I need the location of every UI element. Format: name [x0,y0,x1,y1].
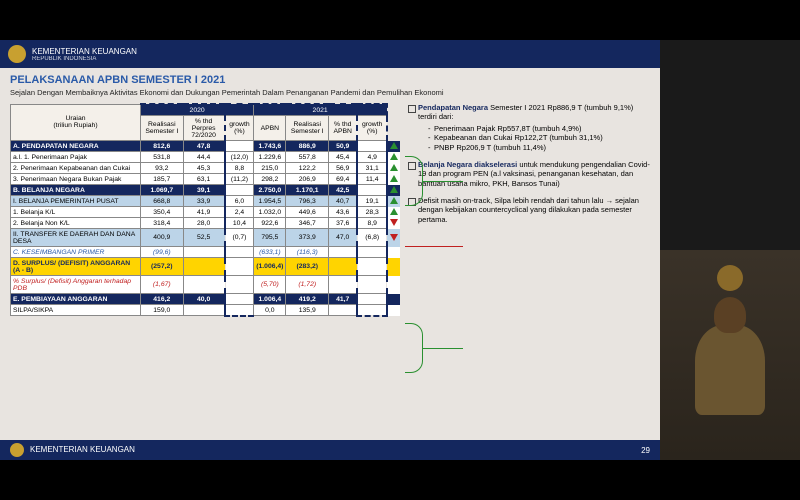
row-label: 2. Penerimaan Kepabeanan dan Cukai [11,163,141,174]
col-pct21: % thd APBN [329,116,358,141]
row-label: 1. Belanja K/L [11,207,141,218]
ministry-title: KEMENTERIAN KEUANGAN [32,47,137,56]
row-label: A. PENDAPATAN NEGARA [11,141,141,152]
trend-icon [387,152,400,163]
row-label: % Surplus/ (Defisit) Anggaran terhadap P… [11,276,141,294]
row-label: C. KESEIMBANGAN PRIMER [11,247,141,258]
notes-column: Pendapatan Negara Semester I 2021 Rp886,… [408,103,650,317]
row-label: II. TRANSFER KE DAERAH DAN DANA DESA [11,229,141,247]
col-real20: Realisasi Semester I [141,116,184,141]
table-row: 2. Penerimaan Kepabeanan dan Cukai93,245… [11,163,401,174]
table-row: D. SURPLUS/ (DEFISIT) ANGGARAN (A - B)(2… [11,258,401,276]
trend-icon [387,185,400,196]
slide: KEMENTERIAN KEUANGAN REPUBLIK INDONESIA … [0,40,660,460]
note-defisit: Defisit masih on-track, Silpa lebih rend… [408,196,650,224]
emblem-icon [717,265,743,291]
note-item: Penerimaan Pajak Rp557,8T (tumbuh 4,9%) [428,124,650,133]
col-apbn: APBN [254,116,286,141]
table-row: E. PEMBIAYAAN ANGGARAN416,240,0136,01.00… [11,294,401,305]
trend-icon [387,247,400,258]
row-label: E. PEMBIAYAAN ANGGARAN [11,294,141,305]
page-number: 29 [641,446,650,455]
slide-footer: KEMENTERIAN KEUANGAN 29 [0,440,660,460]
col-g21: growth (%) [357,116,387,141]
note-belanja: Belanja Negara diakselerasi untuk menduk… [408,160,650,188]
budget-table: Uraian (triliun Rupiah) 2020 2021 Realis… [10,103,400,317]
presenter-figure [695,325,765,415]
col-g20: growth (%) [225,116,254,141]
col-2021: 2021 [254,104,387,116]
note-item: Kepabeanan dan Cukai Rp122,2T (tumbuh 31… [428,133,650,142]
ministry-logo-icon [8,45,26,63]
table-row: I. BELANJA PEMERINTAH PUSAT668,833,96,01… [11,196,401,207]
trend-icon [387,276,400,294]
slide-title: PELAKSANAAN APBN SEMESTER I 2021 [10,74,650,86]
col-pct20: % thd Perpres 72/2020 [183,116,225,141]
col-unit: (triliun Rupiah) [53,122,97,129]
col-uraian: Uraian [65,115,85,122]
trend-icon [387,141,400,152]
row-label: 3. Penerimaan Negara Bukan Pajak [11,174,141,185]
row-label: 2. Belanja Non K/L [11,218,141,229]
row-label: a.l. 1. Penerimaan Pajak [11,152,141,163]
trend-icon [387,174,400,185]
row-label: B. BELANJA NEGARA [11,185,141,196]
trend-icon [387,207,400,218]
table-row: 1. Belanja K/L350,441,92,41.032,0449,643… [11,207,401,218]
table-row: 3. Penerimaan Negara Bukan Pajak185,763,… [11,174,401,185]
trend-icon [387,258,400,276]
row-label: D. SURPLUS/ (DEFISIT) ANGGARAN (A - B) [11,258,141,276]
presenter-panel [660,40,800,460]
table-row: SILPA/SIKPA159,00,0135,9 [11,305,401,316]
table-row: II. TRANSFER KE DAERAH DAN DANA DESA400,… [11,229,401,247]
trend-icon [387,196,400,207]
table-row: a.l. 1. Penerimaan Pajak531,844,4(12,0)1… [11,152,401,163]
footer-logo-icon [10,443,24,457]
note-item: PNBP Rp206,9 T (tumbuh 11,4%) [428,143,650,152]
table-row: 2. Belanja Non K/L318,428,010,4922,6346,… [11,218,401,229]
slide-header: KEMENTERIAN KEUANGAN REPUBLIK INDONESIA [0,40,660,68]
trend-icon [387,218,400,229]
trend-icon [387,229,400,247]
trend-icon [387,294,400,305]
trend-icon [387,305,400,316]
row-label: SILPA/SIKPA [11,305,141,316]
note-pendapatan: Pendapatan Negara Semester I 2021 Rp886,… [408,103,650,152]
slide-subtitle: Sejalan Dengan Membaiknya Aktivitas Ekon… [10,88,650,97]
table-row: A. PENDAPATAN NEGARA812,647,8(9,7)1.743,… [11,141,401,152]
col-real21: Realisasi Semester I [286,116,329,141]
table-row: C. KESEIMBANGAN PRIMER(99,6)(633,1)(116,… [11,247,401,258]
table-row: B. BELANJA NEGARA1.069,739,13,42.750,01.… [11,185,401,196]
trend-icon [387,163,400,174]
table-row: % Surplus/ (Defisit) Anggaran terhadap P… [11,276,401,294]
ministry-subtitle: REPUBLIK INDONESIA [32,56,137,62]
row-label: I. BELANJA PEMERINTAH PUSAT [11,196,141,207]
col-2020: 2020 [141,104,254,116]
